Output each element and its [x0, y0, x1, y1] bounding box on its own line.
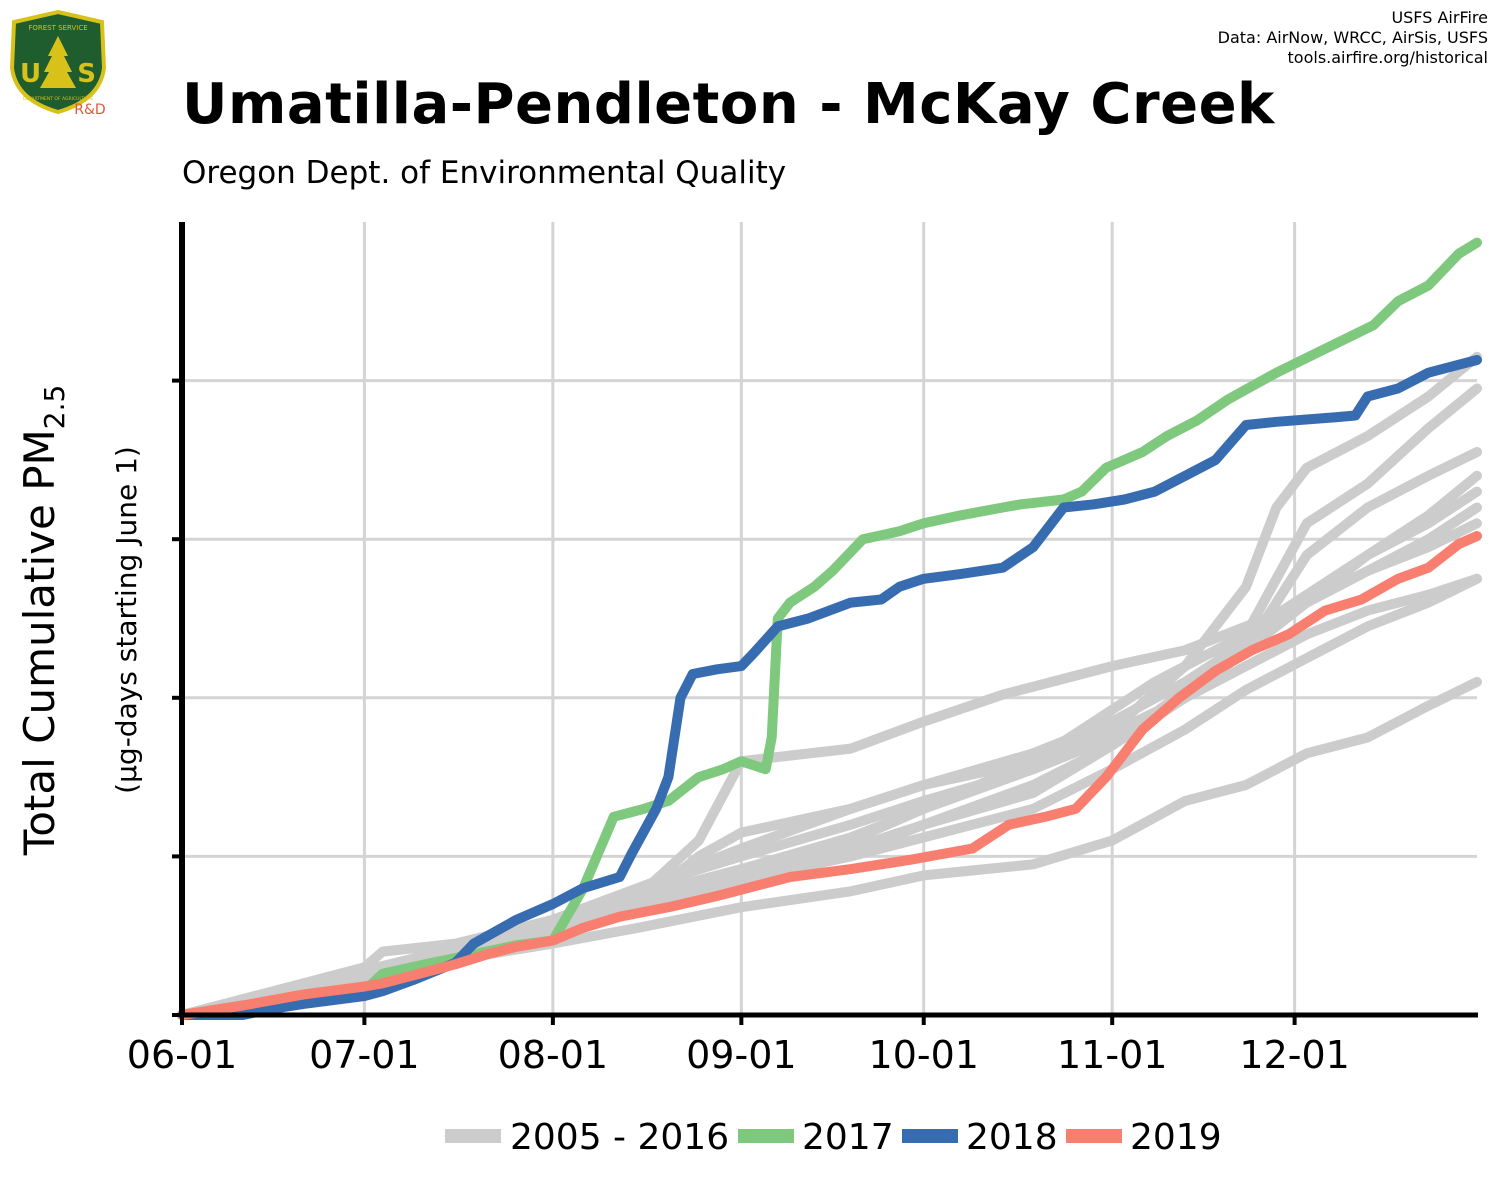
y-axis-label: Total Cumulative PM2.5: [15, 385, 71, 857]
ylabel-note: (µg-days starting June 1): [110, 446, 143, 794]
x-tick-label: 07-01: [309, 1033, 419, 1077]
svg-text:U S: U S: [20, 59, 96, 89]
series-line-background: [177, 470, 1482, 1020]
svg-text:Total Cumulative PM2.5: Total Cumulative PM2.5: [15, 385, 71, 857]
series-line-2018: [177, 355, 1482, 1020]
legend-label: 2018: [966, 1117, 1058, 1158]
ylabel-subscript: 2.5: [38, 385, 71, 430]
credit-line: USFS AirFire: [1391, 8, 1488, 27]
ylabel-main: Total Cumulative PM: [15, 429, 64, 856]
x-tick-label: 12-01: [1239, 1033, 1349, 1077]
series-line-2019: [177, 531, 1482, 1020]
series-line-background: [177, 502, 1482, 1020]
credit-line: Data: AirNow, WRCC, AirSis, USFS: [1217, 28, 1488, 47]
axes: [179, 222, 1478, 1018]
highlight-series: [177, 237, 1482, 1020]
chart-subtitle: Oregon Dept. of Environmental Quality: [182, 155, 787, 191]
x-tick-label: 06-01: [127, 1033, 237, 1077]
legend-label: 2005 - 2016: [510, 1117, 729, 1158]
series-line-background: [177, 447, 1482, 1020]
tree-icon: [40, 36, 76, 88]
credit-line: tools.airfire.org/historical: [1287, 48, 1488, 67]
credits: USFS AirFire Data: AirNow, WRCC, AirSis,…: [1218, 8, 1488, 68]
x-tick-label: 10-01: [869, 1033, 979, 1077]
forest-service-logo: U S FOREST SERVICE DEPARTMENT OF AGRICUL…: [8, 8, 108, 118]
series-line-background: [177, 573, 1482, 1020]
series-line-background: [177, 351, 1482, 1020]
x-axis-ticks: 06-01 07-01 08-01 09-01 10-01 11-01 12-01: [127, 1015, 1350, 1077]
x-tick-label: 09-01: [686, 1033, 796, 1077]
legend-label: 2017: [802, 1117, 894, 1158]
series-line-background: [177, 383, 1482, 1020]
legend: 2005 - 2016 2017 2018 2019: [445, 1117, 1222, 1158]
rd-tag: R&D: [74, 102, 105, 118]
chart-title: Umatilla-Pendleton - McKay Creek: [182, 72, 1275, 137]
x-tick-label: 08-01: [498, 1033, 608, 1077]
y-axis-ticks: [172, 378, 182, 1017]
x-tick-label: 11-01: [1057, 1033, 1167, 1077]
background-series: [177, 351, 1482, 1020]
svg-text:FOREST SERVICE: FOREST SERVICE: [28, 24, 87, 32]
legend-label: 2019: [1130, 1117, 1222, 1158]
svg-text:DEPARTMENT OF AGRICULTURE: DEPARTMENT OF AGRICULTURE: [23, 96, 94, 102]
